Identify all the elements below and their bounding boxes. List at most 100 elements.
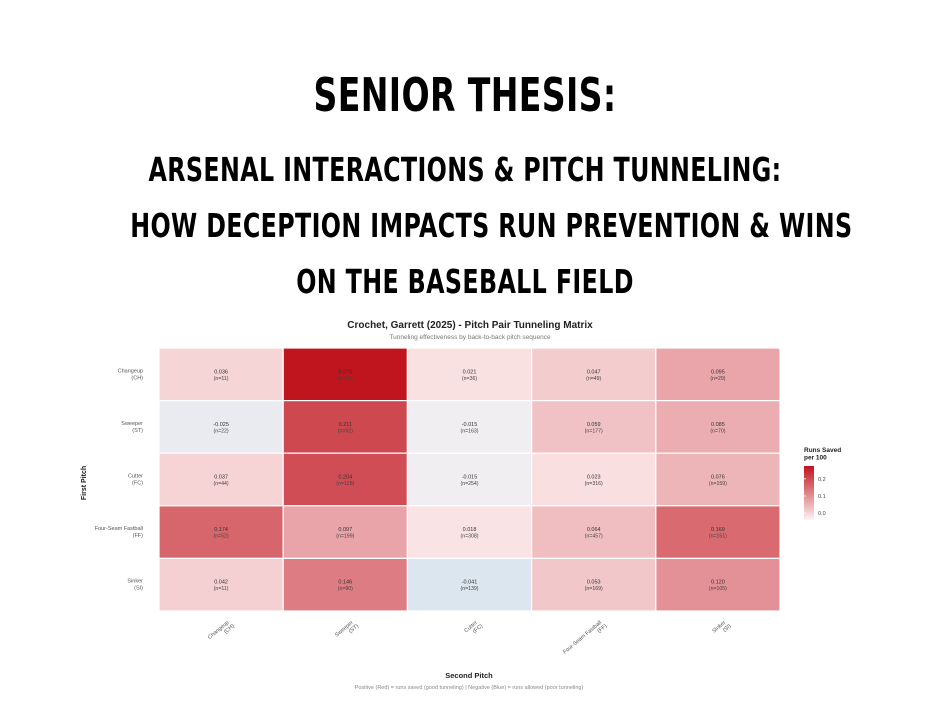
column-label: Cutter(FC): [463, 620, 484, 635]
heatmap-cell: [158, 505, 284, 560]
cell-value-label: 0.023: [587, 475, 601, 481]
cell-value-label: 0.097: [338, 527, 352, 533]
heatmap-cell: [530, 347, 657, 402]
cell-count-label: (n=254): [460, 481, 478, 487]
tunneling-heatmap: Crochet, Garrett (2025) - Pitch Pair Tun…: [81, 320, 841, 691]
cell-value-label: 0.076: [711, 475, 725, 481]
legend-tick-label: 0.0: [818, 511, 826, 517]
cell-count-label: (n=151): [709, 534, 727, 540]
cell-value-label: 0.120: [711, 580, 725, 586]
chart-subtitle: Tunneling effectiveness by back-to-back …: [389, 334, 551, 341]
heatmap-cell: [158, 557, 284, 612]
row-label-code: (ST): [132, 428, 143, 434]
cell-value-label: 0.064: [587, 527, 601, 533]
heatmap-cell: [530, 557, 657, 612]
heatmap-cell: [530, 399, 657, 454]
cell-count-label: (n=70): [710, 428, 725, 434]
cell-value-label: 0.018: [463, 527, 477, 533]
row-label-name: Sinker: [127, 579, 143, 585]
chart-title: Crochet, Garrett (2025) - Pitch Pair Tun…: [347, 320, 593, 331]
x-axis-label: Second Pitch: [445, 671, 493, 680]
heatmap-cell: [406, 505, 533, 560]
heatmap-cell: [406, 347, 533, 402]
cell-value-label: 0.169: [711, 527, 725, 533]
row-label-code: (CH): [131, 375, 143, 381]
cell-value-label: -0.025: [213, 422, 229, 428]
legend-title: per 100: [804, 455, 827, 462]
column-label-code: (SI): [722, 623, 733, 633]
row-label-code: (FC): [132, 481, 143, 487]
cell-count-label: (n=457): [585, 534, 603, 540]
cell-count-label: (n=90): [338, 586, 353, 592]
title-line-1: SENIOR THESIS:: [313, 68, 617, 122]
cell-value-label: 0.146: [338, 580, 352, 586]
title-line-2: ARSENAL INTERACTIONS & PITCH TUNNELING:: [148, 150, 782, 189]
cell-value-label: 0.036: [214, 369, 228, 375]
chart-caption: Positive (Red) = runs saved (good tunnel…: [355, 685, 584, 691]
column-labels: Changeup(CH) Sweeper(ST) Cutter(FC) Four-Se…: [207, 620, 733, 656]
cell-count-label: (n=11): [214, 376, 229, 382]
cell-value-label: 0.085: [711, 422, 725, 428]
cell-count-label: (n=22): [214, 428, 229, 434]
legend-color-bar: [804, 466, 814, 520]
cell-value-label: 0.042: [214, 580, 228, 586]
heatmap-cell: [282, 347, 409, 402]
row-label-name: Four-Seam Fastball: [95, 526, 143, 532]
cell-count-label: (n=199): [336, 534, 354, 540]
cell-count-label: (n=163): [460, 428, 478, 434]
cell-value-label: 0.037: [214, 475, 228, 481]
heatmap-cell: [282, 557, 409, 612]
heatmap-cell: [282, 452, 409, 507]
cell-count-label: (n=177): [585, 428, 603, 434]
heatmap-cell: [282, 505, 409, 560]
legend-tick-label: 0.2: [818, 477, 826, 483]
title-line-3: HOW DECEPTION IMPACTS RUN PREVENTION & W…: [130, 206, 853, 245]
cell-count-label: (n=316): [585, 481, 603, 487]
cell-value-label: 0.204: [338, 475, 352, 481]
cell-count-label: (n=308): [460, 534, 478, 540]
cell-count-label: (n=29): [710, 376, 725, 382]
title-line-4: ON THE BASEBALL FIELD: [296, 262, 634, 301]
column-label-code: (ST): [348, 623, 360, 635]
cell-count-label: (n=169): [585, 586, 603, 592]
column-label-code: (FF): [597, 623, 609, 634]
cell-count-label: (n=159): [709, 481, 727, 487]
row-labels: Changeup(CH) Sweeper(ST) Cutter(FC) Four-Se…: [95, 368, 143, 591]
cell-value-label: 0.059: [587, 422, 601, 428]
heatmap-cells: 0.036(n=11)0.275(n=15)0.021(n=36)0.047(n…: [158, 347, 781, 612]
cell-count-label: (n=139): [460, 586, 478, 592]
cell-count-label: (n=11): [214, 586, 229, 592]
column-label: Changeup(CH): [207, 620, 236, 641]
cell-value-label: 0.174: [214, 527, 228, 533]
cell-count-label: (n=49): [586, 376, 601, 382]
cell-value-label: -0.041: [462, 580, 478, 586]
row-label-name: Changeup: [118, 368, 143, 374]
row-label-code: (SI): [134, 586, 143, 592]
cell-value-label: 0.211: [339, 422, 352, 428]
y-axis-label: First Pitch: [81, 466, 88, 500]
heatmap-cell: [158, 347, 284, 402]
legend-tick-label: 0.1: [818, 494, 826, 500]
row-label-name: Sweeper: [121, 421, 143, 427]
row-label-name: Cutter: [128, 474, 143, 480]
cell-count-label: (n=105): [709, 586, 727, 592]
row-label-code: (FF): [133, 533, 144, 539]
cell-count-label: (n=92): [338, 428, 353, 434]
column-label: Four-Seam Fastball(FF): [562, 620, 609, 656]
heatmap-cell: [158, 452, 284, 507]
column-label: Sinker(SI): [711, 620, 733, 635]
cell-value-label: 0.095: [711, 369, 725, 375]
cell-count-label: (n=52): [214, 534, 229, 540]
cell-value-label: 0.053: [587, 580, 601, 586]
heatmap-cell: [655, 557, 781, 612]
cell-count-label: (n=15): [338, 376, 353, 382]
cell-count-label: (n=128): [336, 481, 354, 487]
cell-value-label: 0.275: [338, 369, 352, 375]
column-label: Sweeper(ST): [334, 620, 360, 639]
column-label-code: (FC): [472, 623, 484, 635]
cell-value-label: -0.015: [462, 422, 478, 428]
cell-value-label: 0.047: [587, 369, 601, 375]
column-label-name: Four-Seam Fastball: [562, 620, 603, 656]
cell-value-label: -0.015: [462, 475, 478, 481]
